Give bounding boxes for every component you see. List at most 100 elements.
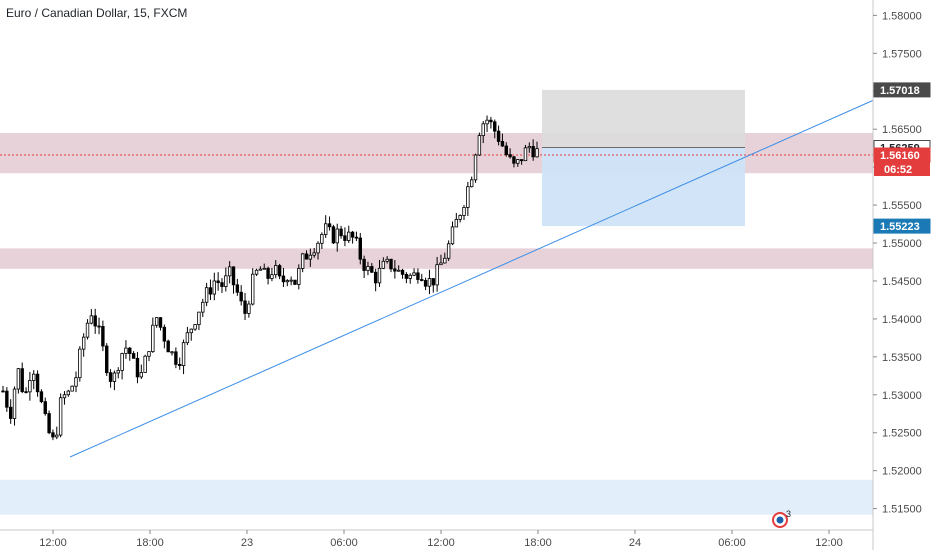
candle <box>247 300 251 318</box>
candle <box>231 266 236 294</box>
candle <box>20 362 24 394</box>
candle <box>128 346 132 361</box>
candle <box>316 241 320 260</box>
candle <box>504 142 508 157</box>
candle <box>274 260 278 279</box>
candle <box>293 279 297 285</box>
candle <box>24 387 28 394</box>
candle <box>235 278 240 296</box>
time-tick-label: 18:00 <box>524 537 552 549</box>
candle <box>458 214 462 223</box>
candle <box>5 387 9 412</box>
support-zone[interactable] <box>0 248 873 269</box>
candle <box>124 340 128 359</box>
candle <box>466 181 470 216</box>
candle <box>396 265 401 272</box>
candle <box>289 276 293 286</box>
candle <box>519 159 524 165</box>
candle <box>97 317 101 335</box>
demand-zone[interactable] <box>0 479 873 515</box>
candle <box>120 352 124 380</box>
candle <box>512 155 516 168</box>
candle <box>251 268 255 306</box>
candle <box>508 148 512 159</box>
price-tick-label: 1.54000 <box>882 314 922 326</box>
candle <box>254 268 259 277</box>
candle <box>39 389 44 404</box>
candle <box>178 357 182 370</box>
candle <box>78 346 82 382</box>
candle <box>324 215 328 238</box>
candle <box>43 397 47 416</box>
candle <box>93 308 97 334</box>
candle <box>55 426 59 440</box>
price-tick-label: 1.57500 <box>882 48 922 60</box>
candle <box>347 225 351 244</box>
candle <box>35 370 40 397</box>
alerts-badge[interactable]: 3 <box>772 509 791 528</box>
candle <box>485 115 489 132</box>
trendline[interactable] <box>69 99 874 458</box>
time-tick-label: 12:00 <box>427 537 455 549</box>
candle <box>297 264 301 290</box>
candle <box>85 319 90 340</box>
symbol-title: Euro / Canadian Dollar, 15, FXCM <box>6 6 188 20</box>
candle <box>358 232 362 265</box>
stop-price-tag-bg <box>873 218 931 234</box>
price-tick-label: 1.53000 <box>882 390 922 402</box>
candle <box>135 351 140 384</box>
candle <box>151 317 155 353</box>
candle <box>320 232 324 250</box>
candle <box>58 393 63 438</box>
candle <box>462 205 466 221</box>
price-tick-label: 1.53500 <box>882 352 922 364</box>
candle <box>427 269 432 295</box>
candle <box>197 311 201 331</box>
candle <box>473 153 478 183</box>
candle <box>162 324 167 349</box>
candle <box>116 367 120 379</box>
candle <box>493 119 497 139</box>
candle <box>147 351 151 362</box>
candle <box>108 369 113 388</box>
candle <box>131 351 136 359</box>
candle <box>166 339 170 353</box>
time-tick-label: 06:00 <box>718 537 746 549</box>
alerts-count: 3 <box>786 509 791 519</box>
candle <box>1 385 5 393</box>
candle <box>531 139 535 161</box>
candle <box>270 267 274 282</box>
candle <box>243 292 247 321</box>
bar-countdown: 06:52 <box>884 164 912 176</box>
candle <box>412 268 416 277</box>
candle <box>189 328 193 341</box>
position-profit-box[interactable] <box>542 89 745 148</box>
candle <box>443 252 447 264</box>
candle <box>300 252 305 273</box>
candle <box>74 371 78 393</box>
candle <box>354 231 359 242</box>
candle <box>431 278 435 293</box>
position-loss-box[interactable] <box>542 147 745 227</box>
target-price-tag: 1.57018 <box>880 85 920 97</box>
candle <box>435 256 439 292</box>
candle <box>201 298 205 318</box>
time-axis[interactable]: 12:00 18:00 23 06:00 12:00 18:00 24 06:00 12:00 <box>39 530 843 549</box>
candle <box>105 343 109 376</box>
price-tick-label: 1.55500 <box>882 200 922 212</box>
candle <box>366 261 370 276</box>
candle <box>204 282 209 307</box>
candle <box>350 230 355 244</box>
candle <box>81 333 86 357</box>
candle <box>535 141 539 158</box>
candle <box>423 277 428 291</box>
alert-dot-icon <box>776 516 784 524</box>
candle <box>8 399 13 424</box>
target-price-tag-bg <box>873 82 931 98</box>
candle <box>516 158 520 167</box>
candle <box>331 224 336 245</box>
stop-price-tag: 1.55223 <box>880 221 920 233</box>
time-tick-label: 12:00 <box>39 537 67 549</box>
candle <box>304 250 309 260</box>
